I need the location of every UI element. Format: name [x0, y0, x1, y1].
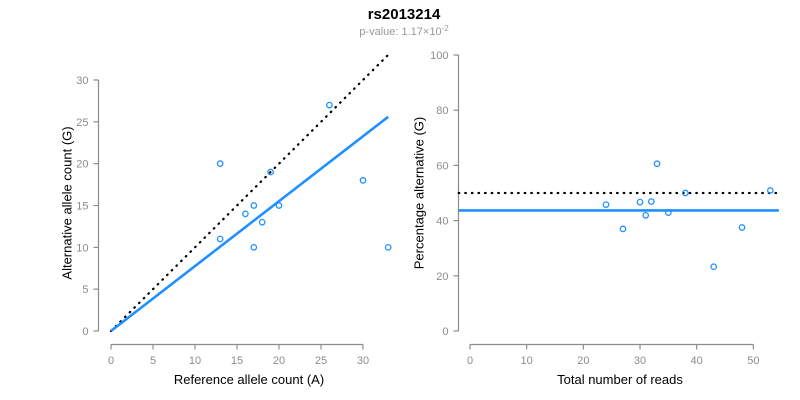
x-axis-title-left: Reference allele count (A) [173, 372, 325, 387]
y-axis-title-left: Alternative allele count (G) [59, 126, 75, 280]
identity-line [109, 53, 390, 333]
data-point [738, 224, 746, 231]
x-tick-label: 0 [467, 355, 473, 367]
x-tick-label: 20 [577, 355, 589, 367]
data-point [664, 209, 672, 216]
data-point [242, 210, 249, 218]
data-point [642, 212, 650, 219]
x-tick-label: 0 [108, 355, 114, 367]
y-tick-label: 0 [442, 326, 448, 338]
y-axis-title-right: Percentage alternative (G) [411, 116, 427, 270]
y-tick-label: 60 [436, 160, 448, 172]
y-tick-label: 20 [436, 271, 448, 283]
x-tick-label: 10 [521, 355, 533, 367]
chart-subtitle: p-value: 1.17×10-2 [359, 24, 449, 38]
data-point [384, 243, 392, 251]
data-point [653, 160, 661, 168]
x-tick-label: 50 [747, 355, 759, 367]
data-point [250, 202, 258, 209]
x-tick-label: 40 [691, 355, 703, 367]
p-value-text: p-value: 1.17×10 [359, 26, 442, 38]
data-point [710, 263, 718, 271]
x-axis-title-right: Total number of reads [557, 372, 683, 387]
y-tick-label: 10 [76, 242, 88, 254]
data-point [619, 225, 627, 233]
data-point [216, 235, 224, 243]
y-tick-label: 30 [76, 75, 88, 87]
x-tick-label: 10 [189, 355, 201, 367]
y-tick-label: 5 [82, 284, 88, 296]
data-point [326, 101, 333, 109]
y-tick-label: 0 [82, 326, 88, 338]
y-tick-label: 80 [436, 105, 448, 117]
data-point [767, 187, 774, 194]
x-tick-label: 15 [231, 355, 243, 367]
chart-title: rs2013214 [367, 6, 441, 23]
x-tick-label: 20 [273, 355, 285, 367]
y-tick-label: 20 [76, 159, 88, 171]
data-point [359, 177, 367, 184]
x-tick-label: 30 [357, 355, 369, 367]
x-tick-label: 5 [150, 355, 156, 367]
data-point [275, 202, 283, 209]
y-tick-label: 25 [76, 117, 88, 129]
data-point [258, 218, 266, 226]
y-tick-label: 40 [436, 216, 448, 228]
data-point [636, 198, 644, 206]
x-tick-label: 30 [634, 355, 646, 367]
y-tick-label: 15 [76, 200, 88, 212]
fit-line [110, 115, 389, 333]
data-point [216, 160, 224, 168]
y-tick-label: 100 [430, 50, 448, 62]
data-point [647, 198, 655, 205]
data-point [267, 168, 274, 176]
data-point [602, 201, 610, 208]
x-tick-label: 25 [315, 355, 327, 367]
p-value-exponent: -2 [441, 24, 449, 33]
data-point [250, 243, 258, 251]
data-point [681, 189, 689, 197]
